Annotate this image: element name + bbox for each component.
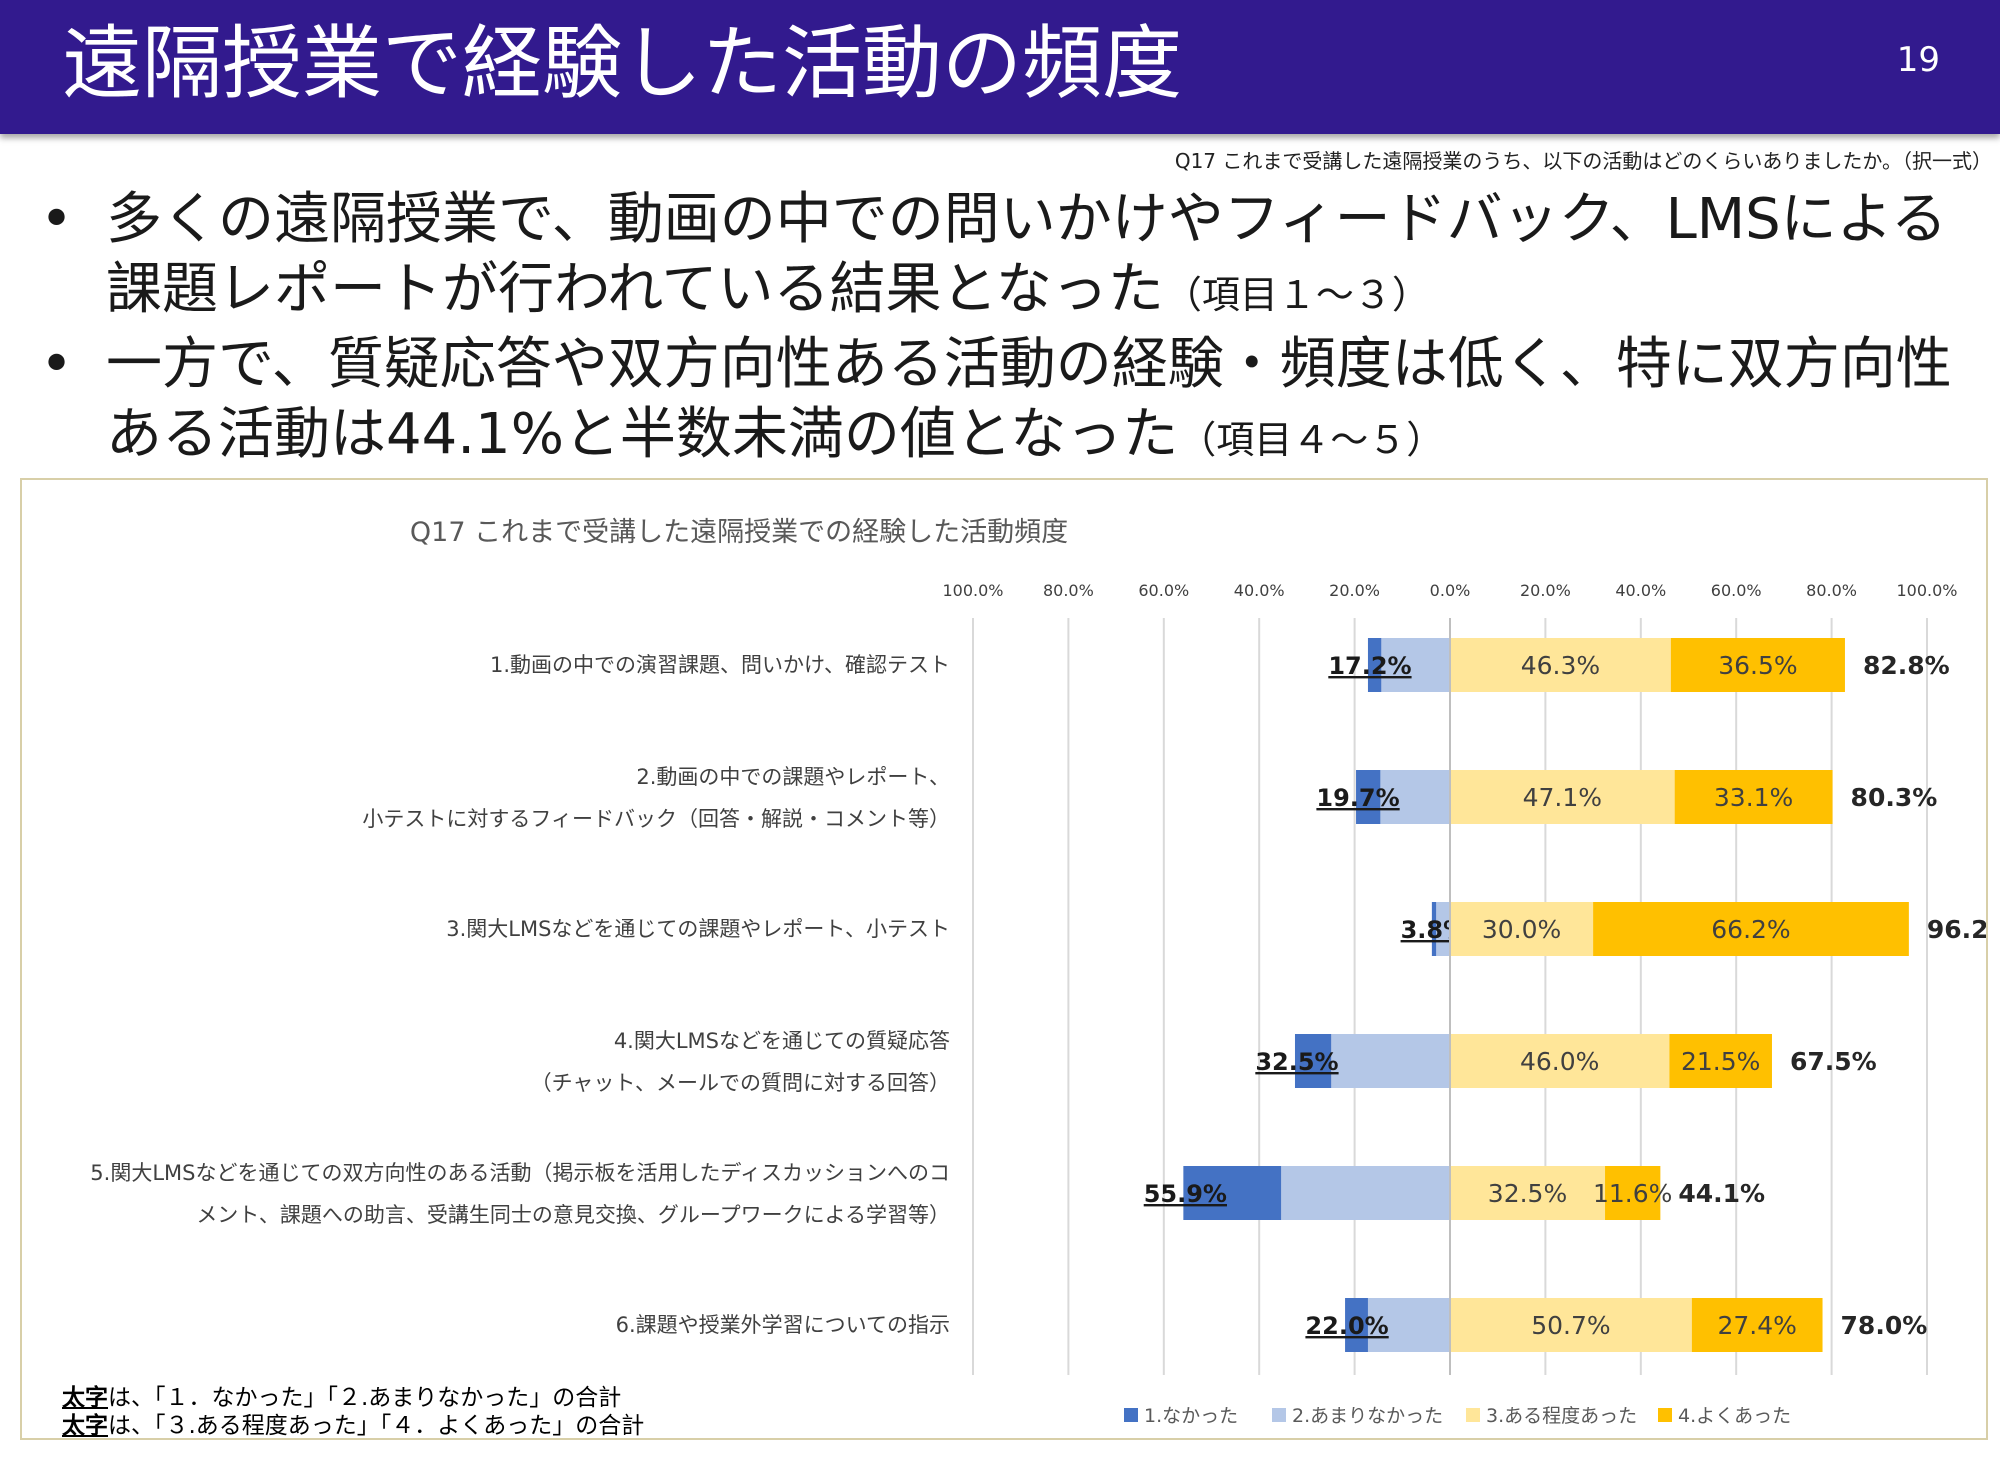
category-label: メント、課題への助言、受講生同士の意見交換、グループワークによる学習等） xyxy=(196,1203,950,1227)
chart-frame: Q17 これまで受講した遠隔授業での経験した活動頻度 100.0% 80.0% 60… xyxy=(20,478,1988,1440)
positive-total-label: 96.2% xyxy=(1927,915,1986,944)
bar-segment xyxy=(1431,902,1437,956)
footnote-text: は、「１．なかった」「２.あまりなかった」の合計 xyxy=(108,1385,622,1411)
category-label: 5.関大LMSなどを通じての双方向性のある活動（掲示板を活用したディスカッション… xyxy=(90,1161,950,1185)
legend-label: 2.あまりなかった xyxy=(1292,1405,1443,1427)
category-label: 4.関大LMSなどを通じての質疑応答 xyxy=(614,1029,950,1053)
x-tick-label: 0.0% xyxy=(1430,581,1471,600)
x-tick-label: 100.0% xyxy=(942,581,1003,600)
bar-segment xyxy=(1281,1166,1450,1220)
x-tick-label: 40.0% xyxy=(1234,581,1285,600)
bar-segment xyxy=(1450,902,1594,956)
segment-label: 27.4% xyxy=(1717,1311,1796,1340)
bullet-list: • 多くの遠隔授業で、動画の中での問いかけやフィードバック、LMSによる課題レポ… xyxy=(38,185,1988,475)
negative-total-label: 17.2% xyxy=(1328,652,1411,680)
x-tick-label: 60.0% xyxy=(1138,581,1189,600)
x-tick-label: 20.0% xyxy=(1329,581,1380,600)
negative-total-label: 19.7% xyxy=(1316,784,1399,812)
question-note: Q17 これまで受講した遠隔授業のうち、以下の活動はどのくらいありましたか。（択… xyxy=(1174,149,1992,173)
chart-title: Q17 これまで受講した遠隔授業での経験した活動頻度 xyxy=(410,517,1068,548)
segment-label: 33.1% xyxy=(1714,783,1793,812)
bar-segment xyxy=(1367,1298,1450,1352)
positive-total-label: 44.1% xyxy=(1678,1179,1765,1208)
legend-swatch xyxy=(1658,1408,1672,1422)
legend-swatch xyxy=(1466,1408,1480,1422)
bar-segment xyxy=(1450,770,1675,824)
segment-label: 36.5% xyxy=(1718,651,1797,680)
category-label: 1.動画の中での演習課題、問いかけ、確認テスト xyxy=(490,653,950,677)
category-label: （チャット、メールでの質問に対する回答） xyxy=(531,1071,950,1095)
segment-label: 30.0% xyxy=(1482,915,1561,944)
bullet-text: 多くの遠隔授業で、動画の中での問いかけやフィードバック、LMSによる課題レポート… xyxy=(106,187,1947,322)
bar-segment xyxy=(1367,638,1382,692)
legend-label: 4.よくあった xyxy=(1678,1405,1791,1427)
segment-label: 21.5% xyxy=(1681,1047,1760,1076)
category-label: 3.関大LMSなどを通じての課題やレポート、小テスト xyxy=(446,917,950,941)
bullet-dot: • xyxy=(40,332,74,397)
bar-segment xyxy=(1183,1166,1282,1220)
legend-swatch xyxy=(1124,1408,1138,1422)
legend-label: 3.ある程度あった xyxy=(1486,1405,1637,1427)
bar-segment xyxy=(1670,638,1845,692)
bar-segment xyxy=(1605,1166,1661,1220)
segment-label: 66.2% xyxy=(1711,915,1790,944)
bar-segment xyxy=(1331,1034,1450,1088)
category-label: 2.動画の中での課題やレポート、 xyxy=(636,765,950,789)
footnote: 太字は、「１．なかった」「２.あまりなかった」の合計 xyxy=(62,1378,621,1412)
x-tick-label: 100.0% xyxy=(1896,581,1957,600)
x-tick-label: 80.0% xyxy=(1043,581,1094,600)
footnote: 太字は、「３.ある程度あった」「４．よくあった」の合計 xyxy=(62,1406,644,1440)
segment-label: 50.7% xyxy=(1531,1311,1610,1340)
positive-total-label: 82.8% xyxy=(1863,651,1950,680)
footnote-bold: 太字 xyxy=(62,1413,108,1439)
negative-total-label: 22.0% xyxy=(1305,1312,1388,1340)
segment-label: 47.1% xyxy=(1523,783,1602,812)
bar-segment xyxy=(1436,902,1450,956)
footnote-bold: 太字 xyxy=(62,1385,108,1411)
bar-segment xyxy=(1450,1166,1606,1220)
legend-swatch xyxy=(1272,1408,1286,1422)
bullet-note: （項目４～５） xyxy=(1178,418,1445,462)
bar-segment xyxy=(1450,638,1671,692)
bullet-text: 一方で、質疑応答や双方向性ある活動の経験・頻度は低く、特に双方向性ある活動は44… xyxy=(106,332,1952,467)
bar-segment xyxy=(1691,1298,1823,1352)
segment-label: 32.5% xyxy=(1488,1179,1567,1208)
bar-segment xyxy=(1356,770,1381,824)
bar-segment xyxy=(1294,1034,1332,1088)
diverging-bar-chart: Q17 これまで受講した遠隔授業での経験した活動頻度 100.0% 80.0% 60… xyxy=(90,517,1986,1427)
segment-label: 46.0% xyxy=(1520,1047,1599,1076)
bar-segment xyxy=(1380,770,1450,824)
bullet-note: （項目１～３） xyxy=(1163,273,1430,317)
bar-segment xyxy=(1450,1298,1692,1352)
footnote-text: は、「３.ある程度あった」「４．よくあった」の合計 xyxy=(108,1413,645,1439)
bar-segment xyxy=(1450,1034,1670,1088)
bar-segment xyxy=(1674,770,1833,824)
positive-total-label: 78.0% xyxy=(1841,1311,1928,1340)
x-tick-label: 80.0% xyxy=(1806,581,1857,600)
x-tick-label: 20.0% xyxy=(1520,581,1571,600)
negative-total-label: 55.9% xyxy=(1144,1180,1227,1208)
positive-total-label: 80.3% xyxy=(1851,783,1938,812)
slide-header: 遠隔授業で経験した活動の頻度 19 xyxy=(0,0,2000,134)
bullet-item: • 一方で、質疑応答や双方向性ある活動の経験・頻度は低く、特に双方向性ある活動は… xyxy=(38,330,1988,475)
segment-label: 46.3% xyxy=(1521,651,1600,680)
bullet-dot: • xyxy=(40,187,74,252)
bullet-item: • 多くの遠隔授業で、動画の中での問いかけやフィードバック、LMSによる課題レポ… xyxy=(38,185,1988,330)
x-tick-label: 40.0% xyxy=(1615,581,1666,600)
bar-segment xyxy=(1345,1298,1368,1352)
x-tick-label: 60.0% xyxy=(1711,581,1762,600)
page-number: 19 xyxy=(1896,40,1940,80)
negative-total-label: 32.5% xyxy=(1255,1048,1338,1076)
legend-label: 1.なかった xyxy=(1144,1405,1238,1427)
page-title: 遠隔授業で経験した活動の頻度 xyxy=(62,17,1182,110)
bar-segment xyxy=(1593,902,1909,956)
positive-total-label: 67.5% xyxy=(1790,1047,1877,1076)
category-label: 小テストに対するフィードバック（回答・解説・コメント等） xyxy=(362,807,950,831)
bar-segment xyxy=(1669,1034,1772,1088)
segment-label: 11.6% xyxy=(1593,1179,1672,1208)
bar-segment xyxy=(1381,638,1450,692)
category-label: 6.課題や授業外学習についての指示 xyxy=(616,1313,950,1337)
